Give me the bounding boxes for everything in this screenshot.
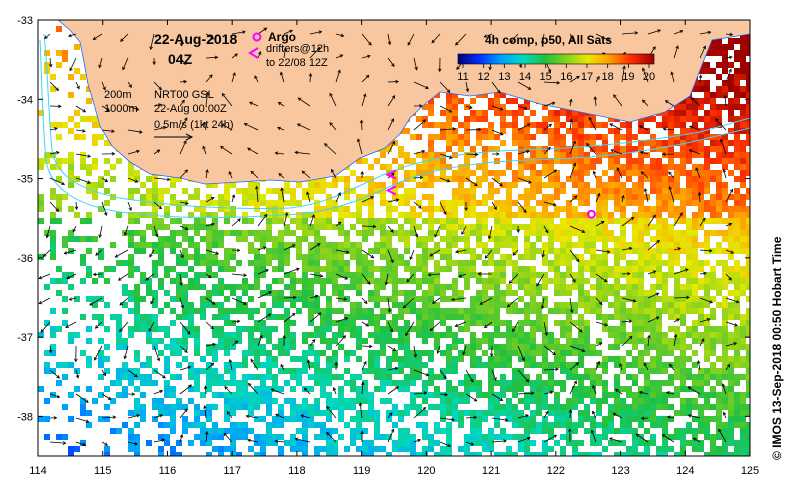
- y-axis: -33 -34 -35 -36 -37 -38: [17, 15, 750, 423]
- colorbar-tick-label: 15: [540, 71, 552, 83]
- drifter-marker: [385, 185, 397, 196]
- drifter-legend-time: to 22/08 12Z: [266, 57, 328, 69]
- x-tick-label: 119: [353, 465, 371, 477]
- x-axis: 114 115 116 117 118 119 120 121 122 123 124 125: [29, 20, 759, 477]
- colorbar-tick-label: 11: [457, 71, 468, 83]
- x-tick-label: 124: [676, 465, 694, 477]
- y-tick-label: -38: [17, 411, 33, 423]
- argo-legend-icon: [252, 32, 262, 42]
- colorbar-title: 4h comp, p50, All Sats: [485, 33, 612, 47]
- y-tick-label: -37: [17, 332, 33, 344]
- colorbar: [457, 53, 655, 65]
- drifter-markers: [385, 169, 397, 196]
- x-tick-label: 122: [547, 465, 565, 477]
- x-tick-label: 115: [94, 465, 112, 477]
- x-tick-label: 120: [417, 465, 435, 477]
- x-tick-label: 123: [611, 465, 629, 477]
- isobath-200-label: 200m: [104, 89, 132, 101]
- argo-legend-label: Argo: [268, 30, 296, 44]
- argo-float-marker: [586, 209, 596, 219]
- product-label: NRT00 GSL: [154, 89, 214, 101]
- current-vectors: [38, 27, 740, 447]
- drifter-legend-label: drifters@12h: [266, 43, 329, 55]
- date-label: 22-Aug-2018: [154, 31, 237, 47]
- isobath-1000-label: 1000m: [104, 103, 138, 115]
- vector-scale-label: 0.5m/s (1kt 24h): [154, 119, 233, 131]
- y-tick-label: -35: [17, 174, 33, 186]
- drifter-legend-icon: [248, 47, 259, 59]
- colorbar-ticks: 11 12 13 14 15 16 17 18 19 20: [457, 64, 655, 83]
- colorbar-tick-label: 18: [602, 71, 614, 83]
- vector-scale-arrow: [154, 133, 194, 141]
- x-tick-label: 121: [482, 465, 500, 477]
- x-tick-label: 116: [159, 465, 177, 477]
- x-tick-label: 117: [223, 465, 241, 477]
- colorbar-tick-label: 13: [498, 71, 510, 83]
- colorbar-tick-label: 19: [622, 71, 634, 83]
- colorbar-tick-label: 12: [478, 71, 490, 83]
- isobath-1000m: [39, 39, 750, 218]
- colorbar-tick-label: 20: [643, 71, 655, 83]
- time-label: 04Z: [168, 51, 193, 67]
- colorbar-tick-label: 16: [560, 71, 572, 83]
- side-credit: © IMOS 13-Sep-2018 00:50 Hobart Time: [770, 236, 784, 460]
- x-tick-label: 118: [288, 465, 306, 477]
- y-tick-label: -34: [17, 94, 33, 106]
- plot-border: [37, 19, 751, 457]
- colorbar-tick-label: 14: [519, 71, 531, 83]
- x-tick-label: 125: [741, 465, 759, 477]
- y-tick-label: -36: [17, 253, 33, 265]
- x-tick-label: 114: [29, 465, 47, 477]
- product-time: 22-Aug 00:00Z: [154, 103, 227, 115]
- colorbar-tick-label: 17: [581, 71, 593, 83]
- drifter-marker: [385, 169, 397, 180]
- isobath-200m: [43, 33, 750, 209]
- y-tick-label: -33: [17, 15, 33, 27]
